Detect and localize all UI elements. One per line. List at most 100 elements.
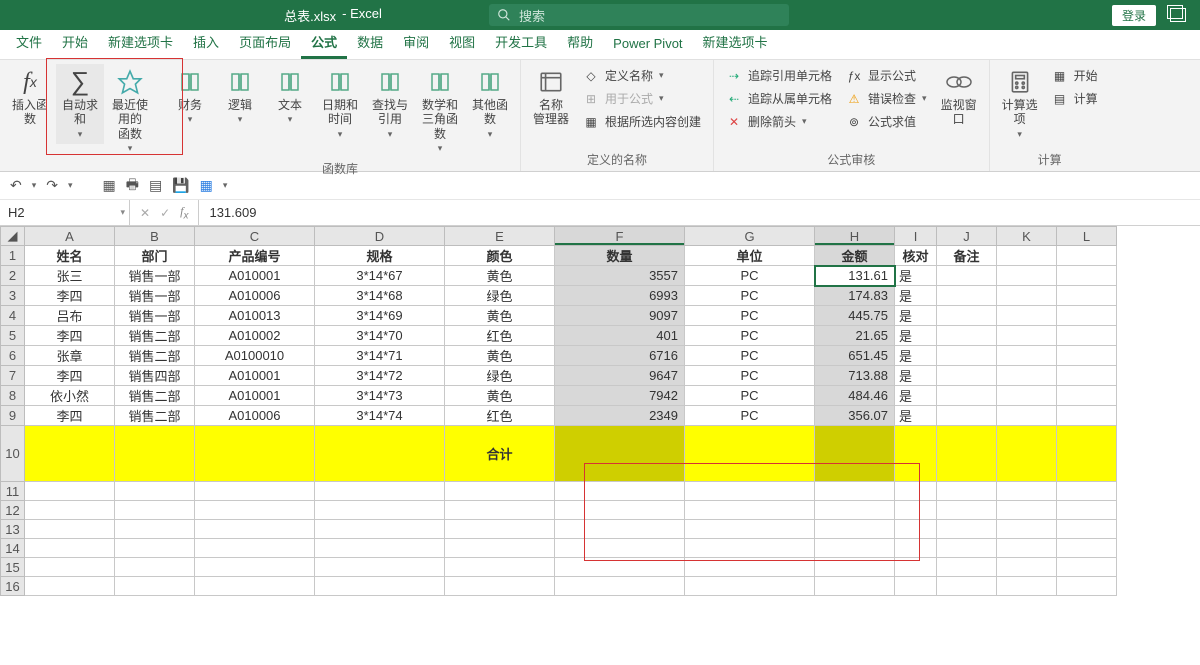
cell[interactable] <box>315 520 445 539</box>
insert-function-button[interactable]: fx 插入函数 <box>6 64 54 131</box>
name-box[interactable]: H2 ▾ <box>0 200 130 225</box>
cell[interactable]: 174.83 <box>815 286 895 306</box>
cell[interactable] <box>937 539 997 558</box>
cell[interactable]: A010001 <box>195 366 315 386</box>
fn-lib-2[interactable]: 文本▾ <box>266 64 314 129</box>
cell[interactable]: 是 <box>895 266 937 286</box>
cell[interactable]: 3*14*72 <box>315 366 445 386</box>
tab-0[interactable]: 文件 <box>6 26 52 59</box>
formula-input[interactable]: 131.609 <box>199 200 1200 225</box>
cell[interactable]: 黄色 <box>445 386 555 406</box>
cell[interactable]: 单位 <box>685 246 815 266</box>
cell[interactable] <box>685 539 815 558</box>
cell[interactable] <box>937 306 997 326</box>
cell[interactable] <box>25 539 115 558</box>
cell[interactable]: 3557 <box>555 266 685 286</box>
row-header-14[interactable]: 14 <box>1 539 25 558</box>
cell[interactable] <box>937 366 997 386</box>
cell[interactable] <box>997 406 1057 426</box>
fn-lib-0[interactable]: 财务▾ <box>166 64 214 129</box>
cell[interactable]: 李四 <box>25 326 115 346</box>
cell[interactable]: 713.88 <box>815 366 895 386</box>
cell[interactable]: 7942 <box>555 386 685 406</box>
cell[interactable] <box>555 501 685 520</box>
cell[interactable]: A010001 <box>195 266 315 286</box>
cell[interactable] <box>997 501 1057 520</box>
cell[interactable]: 484.46 <box>815 386 895 406</box>
cell[interactable] <box>815 539 895 558</box>
cell[interactable]: 吕布 <box>25 306 115 326</box>
cell[interactable]: PC <box>685 266 815 286</box>
cell[interactable]: 金额 <box>815 246 895 266</box>
cell[interactable]: 姓名 <box>25 246 115 266</box>
tab-2[interactable]: 新建选项卡 <box>98 26 183 59</box>
cell[interactable] <box>445 501 555 520</box>
row-header-9[interactable]: 9 <box>1 406 25 426</box>
tab-7[interactable]: 审阅 <box>393 26 439 59</box>
tab-1[interactable]: 开始 <box>52 26 98 59</box>
fn-lib-5[interactable]: 数学和 三角函数▾ <box>416 64 464 158</box>
undo-button[interactable]: ↶ <box>10 177 22 194</box>
qat-save-icon[interactable]: 💾 <box>172 177 189 194</box>
cell[interactable] <box>997 306 1057 326</box>
cell[interactable]: 李四 <box>25 406 115 426</box>
cell[interactable]: 核对 <box>895 246 937 266</box>
cell[interactable] <box>997 246 1057 266</box>
tab-8[interactable]: 视图 <box>439 26 485 59</box>
cell[interactable]: PC <box>685 306 815 326</box>
cell[interactable]: A010013 <box>195 306 315 326</box>
cell[interactable]: 颜色 <box>445 246 555 266</box>
col-header-D[interactable]: D <box>315 227 445 246</box>
cell[interactable] <box>1057 246 1117 266</box>
cell[interactable] <box>997 366 1057 386</box>
cell[interactable]: 黄色 <box>445 306 555 326</box>
cell[interactable]: 3*14*67 <box>315 266 445 286</box>
cell[interactable] <box>1057 346 1117 366</box>
col-header-K[interactable]: K <box>997 227 1057 246</box>
col-header-H[interactable]: H <box>815 227 895 246</box>
cell[interactable]: 9097 <box>555 306 685 326</box>
cell[interactable] <box>25 426 115 482</box>
cell[interactable] <box>997 426 1057 482</box>
col-header-L[interactable]: L <box>1057 227 1117 246</box>
row-header-5[interactable]: 5 <box>1 326 25 346</box>
cell[interactable]: 401 <box>555 326 685 346</box>
watch-window-button[interactable]: 监视窗口 <box>935 64 983 131</box>
tab-10[interactable]: 帮助 <box>557 26 603 59</box>
cell[interactable]: 红色 <box>445 326 555 346</box>
cell[interactable]: 合计 <box>445 426 555 482</box>
col-header-C[interactable]: C <box>195 227 315 246</box>
cell[interactable] <box>1057 386 1117 406</box>
cell[interactable]: 李四 <box>25 286 115 306</box>
cell[interactable] <box>937 577 997 596</box>
calc-sheet-button[interactable]: ▤计算 <box>1050 89 1100 108</box>
cell[interactable] <box>815 426 895 482</box>
fn-lib-3[interactable]: 日期和时间▾ <box>316 64 364 144</box>
cell[interactable]: 数量 <box>555 246 685 266</box>
cell[interactable] <box>937 386 997 406</box>
tab-12[interactable]: 新建选项卡 <box>693 26 778 59</box>
cell[interactable]: 张章 <box>25 346 115 366</box>
qat-grid-icon[interactable]: ▦ <box>200 177 213 194</box>
cell[interactable] <box>937 286 997 306</box>
error-checking-button[interactable]: ⚠错误检查 ▾ <box>844 89 929 108</box>
cell[interactable] <box>445 577 555 596</box>
fn-lib-4[interactable]: 查找与引用▾ <box>366 64 414 144</box>
enter-icon[interactable]: ✓ <box>160 206 170 220</box>
cell[interactable] <box>997 520 1057 539</box>
cancel-icon[interactable]: ✕ <box>140 206 150 220</box>
cell[interactable] <box>115 558 195 577</box>
cell[interactable]: 销售二部 <box>115 386 195 406</box>
cell[interactable] <box>1057 482 1117 501</box>
cell[interactable]: PC <box>685 406 815 426</box>
cell[interactable] <box>555 539 685 558</box>
spreadsheet-grid[interactable]: ◢ABCDEFGHIJKL1姓名部门产品编号规格颜色数量单位金额核对备注2张三销… <box>0 226 1200 596</box>
cell[interactable]: A010001 <box>195 386 315 406</box>
cell[interactable] <box>25 558 115 577</box>
cell[interactable] <box>195 558 315 577</box>
cell[interactable] <box>685 577 815 596</box>
cell[interactable]: A010002 <box>195 326 315 346</box>
select-all[interactable]: ◢ <box>1 227 25 246</box>
row-header-8[interactable]: 8 <box>1 386 25 406</box>
cell[interactable]: 是 <box>895 406 937 426</box>
